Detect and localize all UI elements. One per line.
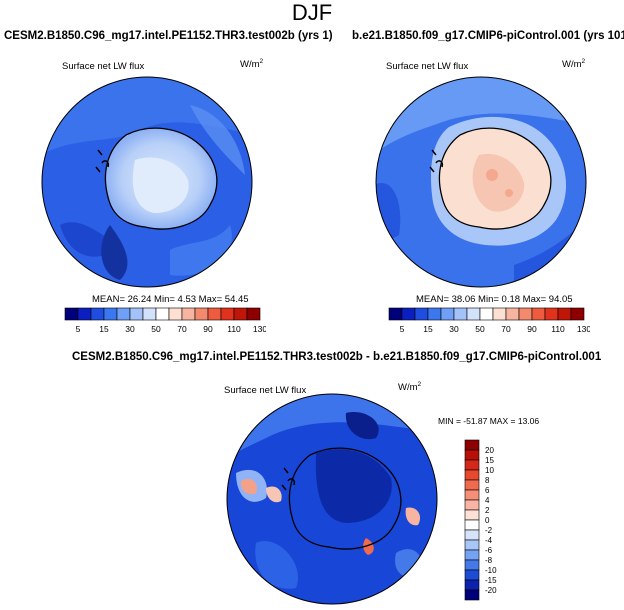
colorbar-swatch: [531, 307, 546, 321]
panel1-stats: MEAN= 26.24 Min= 4.53 Max= 54.45: [92, 294, 249, 305]
colorbar-tick-label: -8: [485, 556, 493, 565]
colorbar-tick-label: -4: [485, 536, 493, 545]
colorbar-tick-label: 130: [577, 324, 590, 334]
colorbar-tick-label: -15: [485, 576, 497, 585]
colorbar-swatch: [440, 307, 455, 321]
colorbar-tick-label: 30: [125, 324, 135, 334]
colorbar-tick-label: 70: [501, 324, 511, 334]
panel3-units: W/m2: [398, 381, 422, 394]
panel2-units: W/m2: [562, 58, 586, 71]
colorbar-tick-label: 90: [203, 324, 213, 334]
colorbar-tick-label: 130: [253, 324, 266, 334]
colorbar-tick-label: 5: [76, 324, 81, 334]
colorbar-tick-label: 90: [527, 324, 537, 334]
colorbar-tick-label: 50: [475, 324, 485, 334]
colorbar-swatch: [464, 529, 480, 541]
panel3-title: CESM2.B1850.C96_mg17.intel.PE1152.THR3.t…: [72, 351, 602, 363]
colorbar-swatch: [207, 307, 222, 321]
panel1-colorbar: 5 15 30 50 70 90 110 130: [64, 307, 266, 334]
colorbar-swatch: [116, 307, 131, 321]
panel3-variable: Surface net LW flux: [224, 385, 307, 396]
main-title: DJF: [291, 0, 333, 25]
colorbar-tick-label: 10: [485, 466, 494, 475]
colorbar-swatch: [466, 307, 481, 321]
panel1-units: W/m2: [240, 58, 264, 71]
panel1-low-region: [101, 225, 128, 280]
colorbar-swatch: [388, 307, 403, 321]
panel1-variable: Surface net LW flux: [62, 61, 145, 72]
colorbar-tick-label: 8: [485, 476, 490, 485]
colorbar-swatch: [414, 307, 429, 321]
colorbar-swatch: [464, 439, 480, 451]
colorbar-swatch: [479, 307, 494, 321]
colorbar-tick-label: 110: [227, 324, 241, 334]
colorbar-swatch: [427, 307, 442, 321]
colorbar-swatch: [464, 579, 480, 591]
panel1-title: CESM2.B1850.C96_mg17.intel.PE1152.THR3.t…: [4, 30, 333, 42]
colorbar-swatch: [90, 307, 105, 321]
colorbar-tick-label: 20: [485, 446, 494, 455]
colorbar-swatch: [103, 307, 118, 321]
panel2-colorbar: 5 15 30 50 70 90 110 130: [388, 307, 590, 334]
colorbar-swatch: [233, 307, 248, 321]
colorbar-swatch: [464, 459, 480, 471]
colorbar-swatch: [464, 489, 480, 501]
colorbar-swatch: [544, 307, 559, 321]
panel2-variable: Surface net LW flux: [386, 61, 469, 72]
colorbar-tick-label: 6: [485, 486, 490, 495]
colorbar-swatch: [464, 479, 480, 491]
colorbar-tick-label: 2: [485, 506, 490, 515]
colorbar-tick-label: 5: [400, 324, 405, 334]
colorbar-swatch: [570, 307, 585, 321]
colorbar-swatch: [464, 559, 480, 571]
panel3-warm-patch: [240, 478, 257, 495]
colorbar-swatch: [464, 539, 480, 551]
colorbar-swatch: [168, 307, 183, 321]
panel3-polar-map: [226, 393, 438, 605]
colorbar-swatch: [464, 509, 480, 521]
colorbar-tick-label: 50: [151, 324, 161, 334]
colorbar-swatch: [453, 307, 468, 321]
colorbar-tick-label: -2: [485, 526, 493, 535]
colorbar-swatch: [557, 307, 572, 321]
colorbar-tick-label: 4: [485, 496, 490, 505]
colorbar-swatch: [246, 307, 261, 321]
colorbar-swatch: [505, 307, 520, 321]
colorbar-swatch: [464, 449, 480, 461]
colorbar-swatch: [194, 307, 209, 321]
colorbar-tick-label: -20: [485, 586, 497, 595]
colorbar-swatch: [518, 307, 533, 321]
colorbar-tick-label: 0: [485, 516, 490, 525]
colorbar-swatch: [464, 589, 480, 601]
colorbar-swatch: [64, 307, 79, 321]
panel1-polar-map: [41, 76, 253, 288]
colorbar-swatch: [77, 307, 92, 321]
colorbar-swatch: [181, 307, 196, 321]
colorbar-tick-label: -6: [485, 546, 493, 555]
colorbar-swatch: [220, 307, 235, 321]
colorbar-swatch: [155, 307, 170, 321]
colorbar-swatch: [492, 307, 507, 321]
colorbar-tick-label: 70: [177, 324, 187, 334]
colorbar-tick-label: 15: [423, 324, 433, 334]
colorbar-swatch: [464, 569, 480, 581]
colorbar-swatch: [464, 469, 480, 481]
panel2-title: b.e21.B1850.f09_g17.CMIP6-piControl.001 …: [352, 30, 624, 42]
colorbar-swatch: [464, 499, 480, 511]
panel2-polar-map: [375, 76, 587, 288]
colorbar-swatch: [401, 307, 416, 321]
colorbar-tick-label: 15: [485, 456, 494, 465]
colorbar-tick-label: 15: [99, 324, 109, 334]
panel3-stats: MIN = -51.87 MAX = 13.06: [438, 416, 540, 426]
colorbar-swatch: [142, 307, 157, 321]
colorbar-swatch: [129, 307, 144, 321]
colorbar-swatch: [464, 519, 480, 531]
colorbar-tick-label: 30: [449, 324, 459, 334]
panel3-plateau-region: [315, 449, 392, 523]
colorbar-tick-label: -10: [485, 566, 497, 575]
panel2-stats: MEAN= 38.06 Min= 0.18 Max= 94.05: [416, 294, 573, 305]
colorbar-swatch: [464, 549, 480, 561]
colorbar-tick-label: 110: [551, 324, 565, 334]
